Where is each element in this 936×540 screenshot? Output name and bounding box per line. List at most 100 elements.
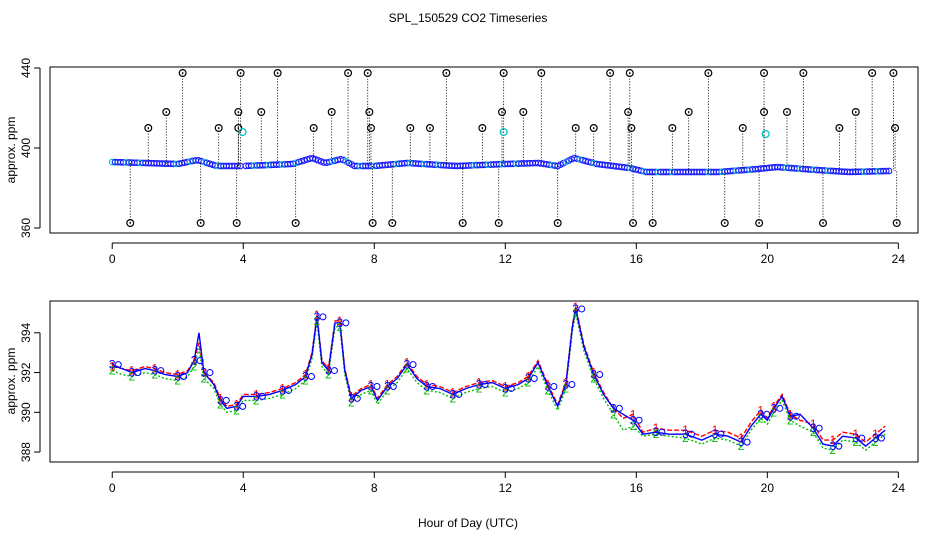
series-2-marker: 2 — [738, 439, 745, 453]
outlier-point-center — [391, 222, 394, 224]
outlier-point-middle — [234, 123, 243, 132]
outlier-point-bottom — [291, 219, 300, 228]
outlier-point-center — [671, 127, 674, 129]
series-1-marker: 1 — [590, 366, 597, 380]
bottom-y-tick-label: 392 — [19, 362, 33, 382]
series-2-marker: 2 — [771, 405, 778, 419]
series-2-marker: 2 — [590, 372, 597, 386]
outlier-point-center — [260, 111, 263, 113]
bottom-y-tick-label: 390 — [19, 402, 33, 422]
series-3-marker: 3 — [682, 427, 689, 441]
series-1-marker: 1 — [368, 377, 375, 391]
outlier-point-upper — [851, 107, 860, 116]
series-2-marker: 2 — [423, 383, 430, 397]
series-3-marker: 3 — [630, 413, 637, 427]
series-3-circle-marker — [687, 430, 695, 438]
series-3-marker: 3 — [279, 383, 286, 397]
series-1-marker: 1 — [314, 308, 321, 322]
outlier-point-bottom — [648, 219, 657, 228]
series-2-marker: 2 — [572, 306, 579, 320]
outlier-point-center — [370, 127, 372, 129]
series-3-marker: 3 — [368, 379, 375, 393]
series-3-marker: 3 — [109, 358, 116, 372]
outlier-point-center — [651, 222, 654, 224]
series-1-marker: 1 — [423, 377, 430, 391]
top-x-tick-label: 24 — [892, 252, 906, 266]
outlier-point-middle — [668, 123, 677, 132]
series-3-circle-marker — [114, 361, 122, 369]
series-3-marker: 3 — [829, 439, 836, 453]
series-1-marker: 1 — [771, 399, 778, 413]
series-2-marker: 2 — [384, 383, 391, 397]
series-1-marker: 1 — [109, 360, 116, 374]
series-3-marker: 3 — [129, 366, 136, 380]
outlier-point-center — [838, 127, 841, 129]
outlier-point-center — [574, 127, 577, 129]
outlier-point-middle — [214, 123, 223, 132]
outlier-point-bottom — [892, 219, 901, 228]
series-2-marker: 2 — [810, 425, 817, 439]
outlier-point-top — [236, 68, 245, 77]
main-series-point — [882, 167, 890, 175]
series-3-marker: 3 — [757, 407, 764, 421]
series-1-marker: 1 — [712, 423, 719, 437]
series-3-circle-marker — [792, 412, 800, 420]
series-3-marker: 3 — [572, 302, 579, 316]
series-2-marker: 2 — [368, 383, 375, 397]
top-x-tick-label: 8 — [371, 252, 378, 266]
outlier-point-middle — [366, 123, 375, 132]
outlier-point-bottom — [755, 219, 764, 228]
bottom-plot-frame — [49, 300, 919, 463]
series-2-marker: 2 — [233, 403, 240, 417]
main-series-point — [337, 155, 344, 163]
series-3-marker: 3 — [233, 399, 240, 413]
series-3-marker: 3 — [712, 427, 719, 441]
series-3-circle-marker — [596, 371, 604, 379]
series-3-circle-marker — [530, 375, 538, 383]
series-1-marker: 1 — [738, 431, 745, 445]
series-3-circle-marker — [319, 313, 327, 321]
series-3-circle-marker — [330, 367, 338, 375]
highlight-point — [761, 129, 770, 139]
outlier-point-center — [294, 222, 297, 224]
outlier-point-top — [625, 68, 634, 77]
series-3-marker: 3 — [325, 364, 332, 378]
top-plot-frame — [49, 66, 919, 234]
outlier-point-bottom — [494, 219, 503, 228]
outlier-point-center — [501, 111, 503, 113]
highlight-point — [238, 127, 247, 137]
outlier-point-top — [363, 68, 372, 77]
outlier-point-middle — [835, 123, 844, 132]
series-3-circle-marker — [157, 367, 165, 375]
outlier-point-center — [707, 72, 710, 74]
outlier-point-middle — [478, 123, 487, 132]
series-3-circle-marker — [353, 394, 361, 402]
outlier-point-upper — [498, 107, 507, 116]
series-3-circle-marker — [481, 380, 489, 388]
outlier-point-top — [606, 68, 615, 77]
outlier-point-bottom — [720, 219, 729, 228]
series-1-marker: 1 — [572, 300, 579, 314]
series-2-marker: 2 — [348, 395, 355, 409]
bottom-x-tick-label: 12 — [499, 481, 513, 495]
series-3-circle-marker — [389, 382, 397, 390]
series-3-circle-marker — [578, 305, 586, 313]
series-3-marker: 3 — [476, 377, 483, 391]
outlier-point-center — [481, 127, 484, 129]
series-3-marker: 3 — [872, 431, 879, 445]
series-2-marker: 2 — [174, 374, 181, 388]
series-3-line — [111, 308, 886, 448]
outlier-point-top — [799, 68, 808, 77]
series-3-marker: 3 — [201, 366, 208, 380]
series-2-marker: 2 — [757, 411, 764, 425]
outlier-point-center — [628, 72, 631, 74]
series-3-circle-marker — [835, 442, 843, 450]
series-3-circle-marker — [206, 369, 214, 377]
outlier-point-upper — [684, 107, 693, 116]
bottom-y-axis-label: approx. ppm — [4, 348, 18, 415]
outlier-point-bottom — [232, 219, 241, 228]
series-1-marker: 1 — [302, 368, 309, 382]
series-2-marker: 2 — [610, 407, 617, 421]
series-2-marker: 2 — [829, 443, 836, 457]
series-3-marker: 3 — [337, 316, 344, 330]
